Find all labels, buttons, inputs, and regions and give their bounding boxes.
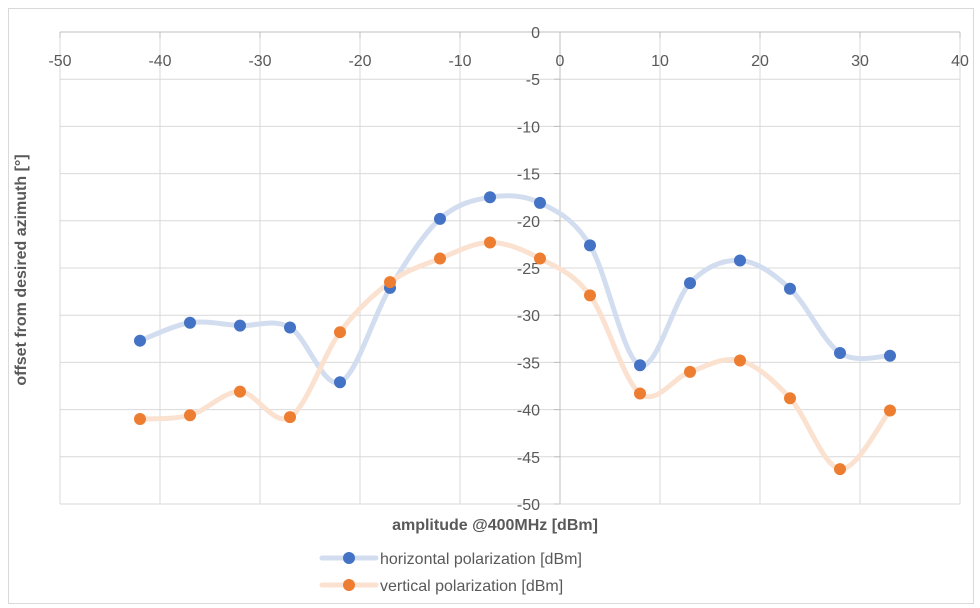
data-point-0	[884, 349, 896, 362]
series-line-0	[137, 193, 893, 386]
data-point-1	[584, 289, 596, 302]
data-point-0	[634, 359, 646, 372]
data-point-1	[634, 387, 646, 400]
series-line-1	[137, 240, 893, 472]
data-point-1	[834, 463, 846, 476]
x-tick-label: 20	[751, 53, 769, 70]
data-point-0	[484, 191, 496, 204]
data-point-1	[684, 365, 696, 378]
chart-area	[8, 8, 974, 604]
data-point-1	[434, 252, 446, 265]
x-axis-title: amplitude @400MHz [dBm]	[392, 517, 598, 534]
data-point-0	[134, 334, 146, 347]
series-points	[134, 191, 896, 476]
data-point-1	[334, 326, 346, 339]
legend-label: vertical polarization [dBm]	[380, 578, 563, 595]
y-tick-label: 0	[531, 25, 540, 42]
legend: horizontal polarization [dBm] vertical po…	[319, 551, 582, 595]
y-tick-labels: 0 -5 -10 -15 -20 -25 -30 -35 -40 -45 -50	[517, 25, 540, 514]
x-tick-label: 30	[851, 53, 869, 70]
data-point-0	[184, 316, 196, 329]
y-tick-label: -40	[517, 403, 540, 420]
x-tick-label: 40	[951, 53, 969, 70]
x-tick-label: -40	[148, 53, 171, 70]
x-tick-label: -20	[348, 53, 371, 70]
x-tick-label: -10	[448, 53, 471, 70]
data-point-0	[734, 254, 746, 267]
y-tick-label: -20	[517, 214, 540, 231]
series-lines	[137, 193, 893, 472]
y-tick-label: -30	[517, 308, 540, 325]
gridlines	[59, 32, 961, 505]
y-tick-label: -45	[517, 450, 540, 467]
legend-marker	[343, 552, 355, 564]
data-point-1	[734, 354, 746, 367]
data-point-1	[284, 411, 296, 424]
data-point-0	[434, 212, 446, 225]
data-point-0	[684, 277, 696, 290]
y-tick-label: -10	[517, 119, 540, 136]
x-tick-label: 0	[556, 53, 565, 70]
y-axis-title: offset from desired azimuth [°]	[13, 154, 30, 385]
x-tick-labels: -50 -40 -30 -20 -10 0 10 20 30 40	[48, 53, 969, 70]
data-point-1	[134, 413, 146, 426]
data-point-1	[184, 409, 196, 422]
data-point-1	[884, 404, 896, 417]
y-tick-label: -15	[517, 167, 540, 184]
data-point-0	[284, 321, 296, 334]
data-point-1	[234, 385, 246, 398]
x-tick-label: -50	[48, 53, 71, 70]
y-tick-label: -35	[517, 355, 540, 372]
data-point-0	[234, 319, 246, 332]
data-point-0	[834, 346, 846, 359]
data-point-0	[784, 282, 796, 295]
y-tick-label: -25	[517, 261, 540, 278]
data-point-1	[784, 392, 796, 405]
legend-marker	[343, 579, 355, 591]
x-tick-label: 10	[651, 53, 669, 70]
data-point-1	[384, 276, 396, 289]
data-point-1	[534, 252, 546, 265]
data-point-0	[334, 376, 346, 389]
y-tick-label: -5	[526, 72, 540, 89]
y-tick-label: -50	[517, 497, 540, 514]
legend-label: horizontal polarization [dBm]	[380, 551, 582, 568]
data-point-1	[484, 236, 496, 249]
x-tick-label: -30	[248, 53, 271, 70]
data-point-0	[584, 239, 596, 252]
data-point-0	[534, 196, 546, 209]
